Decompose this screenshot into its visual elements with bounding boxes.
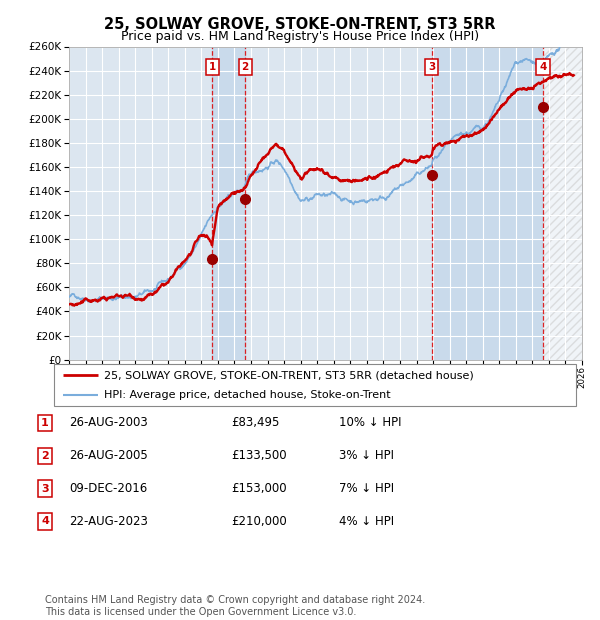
- Text: 3: 3: [428, 62, 436, 72]
- Text: 10% ↓ HPI: 10% ↓ HPI: [339, 417, 401, 429]
- Text: 26-AUG-2005: 26-AUG-2005: [69, 450, 148, 462]
- Text: 4: 4: [539, 62, 547, 72]
- Text: £210,000: £210,000: [231, 515, 287, 528]
- Text: Price paid vs. HM Land Registry's House Price Index (HPI): Price paid vs. HM Land Registry's House …: [121, 30, 479, 43]
- Text: 25, SOLWAY GROVE, STOKE-ON-TRENT, ST3 5RR: 25, SOLWAY GROVE, STOKE-ON-TRENT, ST3 5R…: [104, 17, 496, 32]
- Text: 2: 2: [41, 451, 49, 461]
- Text: 1: 1: [209, 62, 216, 72]
- Bar: [212, 46, 245, 360]
- Bar: [432, 46, 543, 360]
- Text: HPI: Average price, detached house, Stoke-on-Trent: HPI: Average price, detached house, Stok…: [104, 390, 390, 400]
- Text: 22-AUG-2023: 22-AUG-2023: [69, 515, 148, 528]
- Text: 09-DEC-2016: 09-DEC-2016: [69, 482, 147, 495]
- Text: £153,000: £153,000: [231, 482, 287, 495]
- Bar: [543, 46, 582, 360]
- Text: 4% ↓ HPI: 4% ↓ HPI: [339, 515, 394, 528]
- Text: 4: 4: [41, 516, 49, 526]
- Text: 2: 2: [242, 62, 249, 72]
- Text: Contains HM Land Registry data © Crown copyright and database right 2024.
This d: Contains HM Land Registry data © Crown c…: [45, 595, 425, 617]
- Text: 7% ↓ HPI: 7% ↓ HPI: [339, 482, 394, 495]
- Text: 3: 3: [41, 484, 49, 494]
- Text: 25, SOLWAY GROVE, STOKE-ON-TRENT, ST3 5RR (detached house): 25, SOLWAY GROVE, STOKE-ON-TRENT, ST3 5R…: [104, 370, 473, 380]
- Text: £133,500: £133,500: [231, 450, 287, 462]
- Text: 3% ↓ HPI: 3% ↓ HPI: [339, 450, 394, 462]
- Text: 26-AUG-2003: 26-AUG-2003: [69, 417, 148, 429]
- Text: £83,495: £83,495: [231, 417, 280, 429]
- Text: 1: 1: [41, 418, 49, 428]
